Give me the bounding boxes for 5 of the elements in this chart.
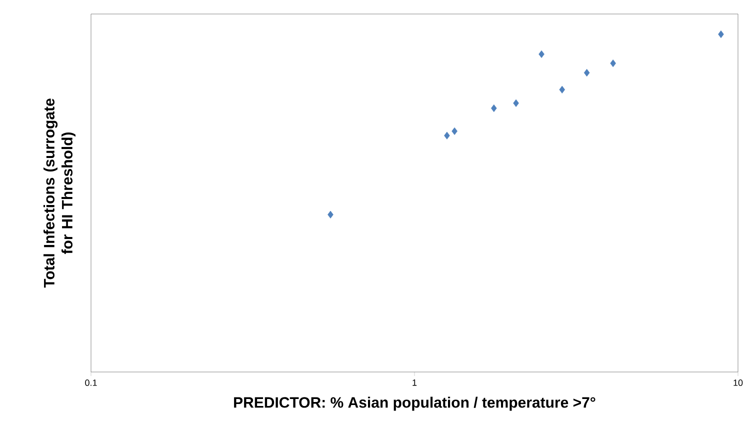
x-axis-title: PREDICTOR: % Asian population / temperature >7° (234, 396, 596, 411)
x-tick-label: 10 (734, 380, 743, 386)
x-tick-label: 1 (412, 380, 417, 386)
y-axis-title: Total Infections (surrogate for HI Threshold) (43, 98, 76, 288)
x-tick-label: 0.1 (85, 380, 97, 386)
